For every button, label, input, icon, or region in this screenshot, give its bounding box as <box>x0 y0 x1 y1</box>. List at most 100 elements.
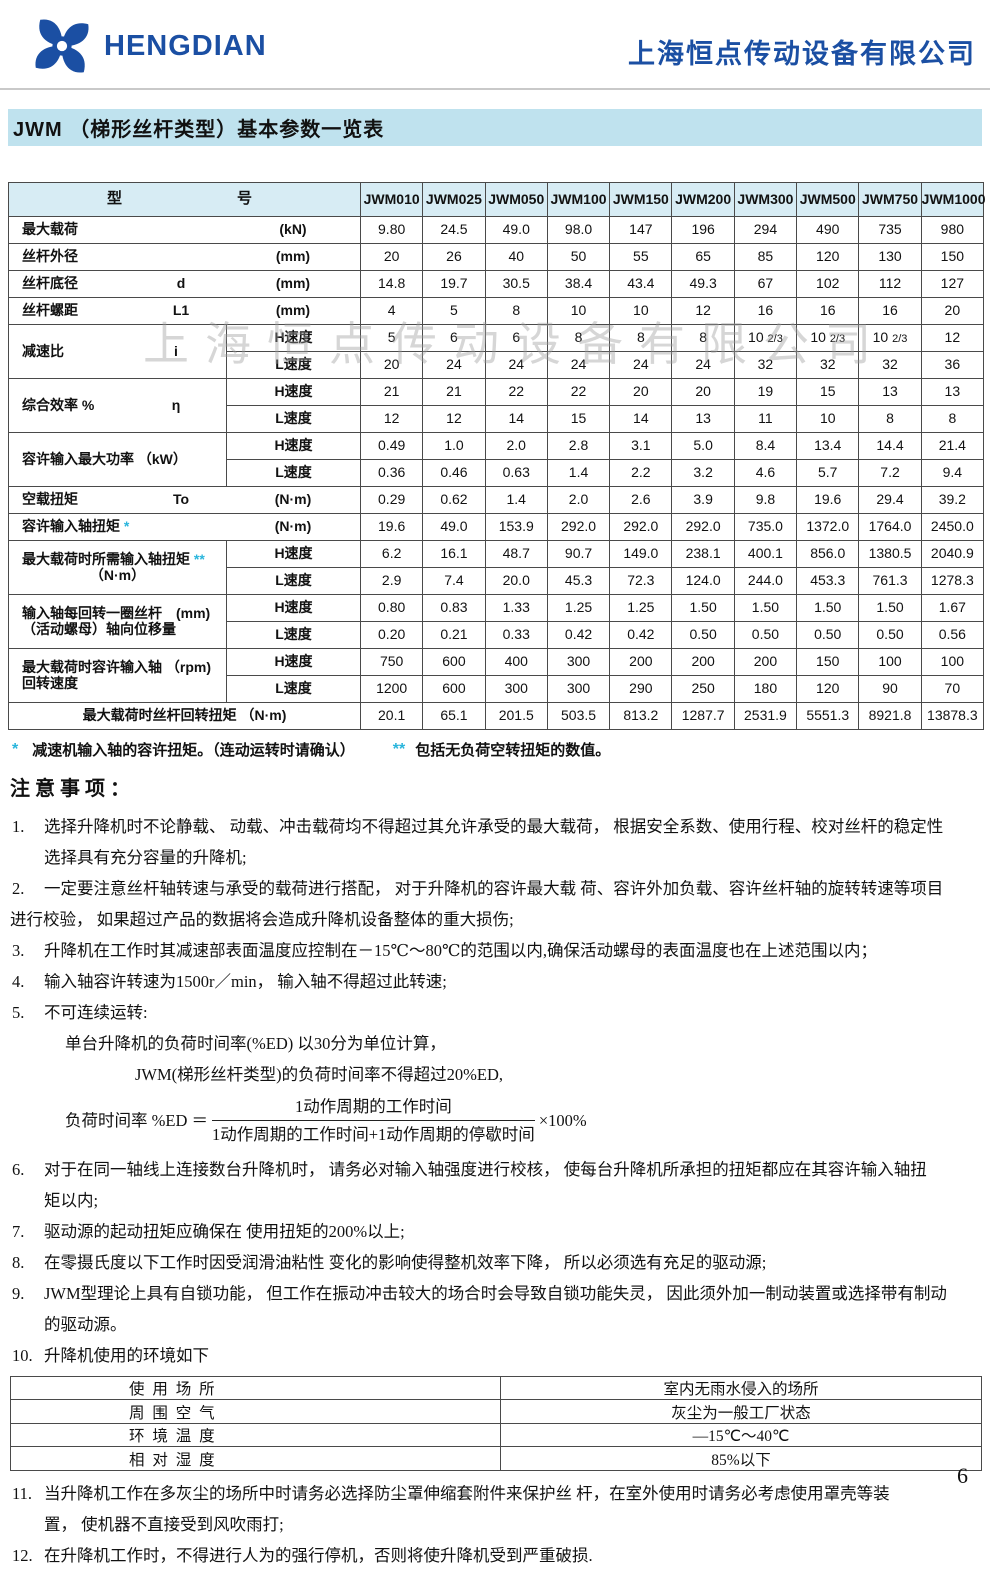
value-cell: 49.3 <box>671 270 735 298</box>
value-cell: 1287.7 <box>671 702 735 730</box>
table-row: 最大载荷时所需输入轴扭矩 ** （N·m） H速度 6.2 16.1 48.7 90.7 14… <box>8 540 985 595</box>
note-line: 11. 当升降机工作在多灰尘的场所中时请务必选择防尘罩伸缩套附件来保护丝 杆，在室… <box>10 1478 980 1509</box>
main-parameter-table: 型号 JWM010 JWM025 JWM050 JWM100 JWM150 JWM200 JW… <box>8 182 985 730</box>
value-cell: 1.33 <box>484 594 548 622</box>
value-cell: 13 <box>858 378 922 406</box>
note-line: 3. 升降机在工作时其减速部表面温度应控制在－15℃～80℃的范围以内,确保活动螺… <box>10 935 980 966</box>
value-cell: 600 <box>422 648 486 676</box>
formula-fraction: 1动作周期的工作时间 1动作周期的工作时间+1动作周期的停歇时间 <box>212 1096 535 1146</box>
value-cell: 32 <box>796 351 860 379</box>
environment-table-body: 使 用 场 所室内无雨水侵入的场所周 围 空 气灰尘为一般工厂状态环 境 温 度… <box>10 1375 982 1471</box>
value-cell: 1.4 <box>484 486 548 514</box>
value-cell: 20 <box>359 351 424 379</box>
param-name: 容许输入轴扭矩 * <box>22 518 130 535</box>
param-name-line1: 最大载荷时容许输入轴 （rpm) <box>22 659 211 676</box>
value-cell: 8 <box>609 324 673 352</box>
value-cell: 0.42 <box>609 621 673 649</box>
value-cell: 13.4 <box>796 432 860 460</box>
value-cell: 0.50 <box>858 621 922 649</box>
value-cell: 0.50 <box>796 621 860 649</box>
param-label-cell: 容许输入最大功率 （kW） <box>8 432 227 487</box>
value-cell: 180 <box>733 675 798 703</box>
param-label-row: 容许输入轴扭矩 * (N·m) <box>9 518 360 535</box>
note-sub-line: JWM(梯形丝杆类型)的负荷时间率不得超过20%ED, <box>135 1065 504 1084</box>
value-cell: 292.0 <box>546 513 611 541</box>
value-cell: 0.36 <box>359 459 424 487</box>
table-row: 丝杆底径 d (mm) 14.8 19.7 30.5 38.4 43.4 49.3 67 102 11… <box>8 270 985 298</box>
value-cell: 453.3 <box>796 567 860 595</box>
note-line: 12. 在升降机工作时，不得进行人为的强行停机，否则将使升降机受到严重破损. <box>10 1540 980 1571</box>
value-cell: 24 <box>546 351 611 379</box>
note-text: 在零摄氏度以下工作时因受润滑油粘性 变化的影响使得整机效率下降， 所以必须选有充… <box>44 1252 767 1272</box>
value-cell: 149.0 <box>609 540 673 568</box>
value-cell: 10 <box>609 297 673 325</box>
value-cell: 503.5 <box>546 702 611 730</box>
param-name: 丝杆螺距 <box>22 302 78 319</box>
value-cell: 1.25 <box>609 594 673 622</box>
value-cell: 238.1 <box>671 540 735 568</box>
note-text: 一定要注意丝杆轴转速与承受的载荷进行搭配， 对于升降机的容许最大载 荷、容许外加… <box>44 879 944 898</box>
param-label-cell: 空载扭矩 To (N·m) <box>8 486 361 514</box>
value-cell: 200 <box>609 648 673 676</box>
value-cell: 2.9 <box>359 567 424 595</box>
section-title-bar: JWM （梯形丝杆类型）基本参数一览表 <box>8 109 982 146</box>
param-name-line2: 回转速度 <box>22 674 78 691</box>
note-item: 9. JWM型理论上具有自锁功能， 但工作在振动冲击较大的场合时会导致自锁功能失灵… <box>10 1278 980 1340</box>
value-cell: 0.50 <box>671 621 735 649</box>
param-label-cell: 最大载荷时容许输入轴 （rpm) 回转速度 <box>8 648 227 703</box>
value-cell: 0.20 <box>359 621 424 649</box>
value-cell: 490 <box>796 216 860 244</box>
param-name: 丝杆底径 <box>22 275 78 292</box>
note-line: 9. JWM型理论上具有自锁功能， 但工作在振动冲击较大的场合时会导致自锁功能失灵… <box>10 1278 980 1309</box>
note-text: 对于在同一轴线上连接数台升降机时， 请务必对输入轴强度进行校核， 使每台升降机所… <box>44 1159 927 1179</box>
environment-row: 相 对 湿 度 85%以下 <box>10 1446 982 1471</box>
value-cell: 49.0 <box>422 513 486 541</box>
table-row: 最大载荷时丝杆回转扭矩 （N·m) 20.1 65.1 201.5 503.5 813.2… <box>8 702 985 730</box>
param-symbol: d <box>176 275 186 292</box>
value-cell: 1278.3 <box>920 567 985 595</box>
value-cell: 150 <box>796 648 860 676</box>
model-label-right: 号 <box>236 190 252 208</box>
note-wrap-line: 置， 使机器不直接受到风吹雨打; <box>44 1514 284 1534</box>
param-label-cell: 综合效率 % η <box>8 378 227 433</box>
table-row: L速度 20 24 24 24 24 24 32 32 32 36 <box>9 351 985 379</box>
environment-value: 室内无雨水侵入的场所 <box>500 1375 982 1401</box>
param-symbol: To <box>172 491 190 508</box>
value-cell: 72.3 <box>609 567 673 595</box>
value-cell: 5551.3 <box>796 702 860 730</box>
note-item: 4. 输入轴容许转速为1500r／min， 输入轴不得超过此转速; <box>10 966 980 997</box>
value-cell: 50 <box>546 243 611 271</box>
value-cell: 2.0 <box>546 486 611 514</box>
value-cell: 19.6 <box>359 513 424 541</box>
model-header-row: 型号 JWM010 JWM025 JWM050 JWM100 JWM150 JWM200 JW… <box>8 182 985 217</box>
param-label-cell: 丝杆底径 d (mm) <box>8 270 361 298</box>
note-line: 6. 对于在同一轴线上连接数台升降机时， 请务必对输入轴强度进行校核， 使每台升降… <box>10 1154 980 1185</box>
value-cell: 30.5 <box>484 270 548 298</box>
value-cell: 1.50 <box>858 594 922 622</box>
value-cell: 9.8 <box>733 486 798 514</box>
value-cell: 250 <box>671 675 735 703</box>
note-text: 不可连续运转: <box>44 1003 148 1022</box>
value-cell: 24 <box>422 351 486 379</box>
value-cell: 8 <box>546 324 611 352</box>
value-cell: 0.63 <box>484 459 548 487</box>
note-text: 升降机使用的环境如下 <box>44 1345 209 1365</box>
value-cell: 85 <box>733 243 798 271</box>
value-cell: 112 <box>858 270 922 298</box>
value-cell: 1.67 <box>920 594 985 622</box>
param-name: 容许输入最大功率 （kW） <box>22 450 187 467</box>
value-cell: 400.1 <box>733 540 798 568</box>
note-item: 8. 在零摄氏度以下工作时因受润滑油粘性 变化的影响使得整机效率下降， 所以必须选… <box>10 1247 980 1278</box>
note-text: 当升降机工作在多灰尘的场所中时请务必选择防尘罩伸缩套附件来保护丝 杆，在室外使用… <box>44 1483 890 1503</box>
param-name-line1: 输入轴每回转一圈丝杆 (mm) <box>22 605 211 622</box>
value-cell: 26 <box>422 243 486 271</box>
value-cell: 2531.9 <box>733 702 798 730</box>
model-header-cell: JWM050 <box>484 182 548 217</box>
value-cell: 813.2 <box>609 702 673 730</box>
value-cell: 761.3 <box>858 567 922 595</box>
note-text: 选择升降机时不论静载、 动载、冲击载荷均不得超过其允许承受的最大载荷， 根据安全… <box>44 817 944 836</box>
value-cell: 16 <box>796 297 860 325</box>
model-header-cell: JWM100 <box>546 182 611 217</box>
environment-row: 使 用 场 所室内无雨水侵入的场所 <box>10 1375 982 1401</box>
value-cell: 1.0 <box>422 432 486 460</box>
